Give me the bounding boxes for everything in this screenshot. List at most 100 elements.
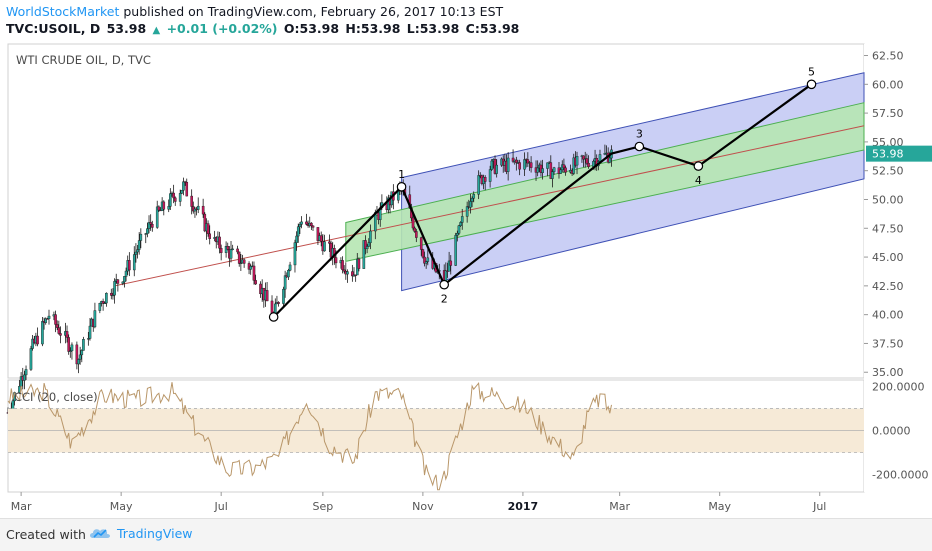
candle [123,276,126,288]
candle [36,327,39,347]
candle [55,320,59,331]
price-axis-bg [864,44,932,492]
candle [121,281,125,286]
wave-point [439,279,449,290]
candle [457,224,461,236]
candle [454,232,457,267]
candle [116,278,120,292]
inner-channel-area [345,102,865,263]
candle [490,158,494,171]
candle [151,220,154,232]
candle [80,349,84,363]
last-price-bg [866,145,932,162]
candle [101,298,105,311]
candle [541,159,544,180]
candle [105,292,108,307]
candle [229,241,233,263]
candle [341,256,344,274]
candle [98,302,102,314]
candle [587,155,590,169]
candle [226,242,230,251]
candle [342,265,346,274]
last-price-tag: 53.98 [866,145,932,162]
candle [495,159,498,178]
tradingview-cloud-icon [90,529,110,538]
cci-tick-label: 200.0000 [872,381,925,394]
wave-point [693,161,704,171]
candle [78,346,82,365]
candle [465,201,469,223]
candle [311,225,315,232]
candle [57,320,61,335]
author-link[interactable]: WorldStockMarket [6,4,120,19]
candle [206,220,210,237]
candle [449,255,453,275]
candle [456,230,459,242]
symbol-label: TVC:USOIL, D [6,21,101,36]
candle [249,264,252,275]
candle [111,288,115,300]
candle [562,158,566,173]
candle [24,365,28,380]
candle [319,231,323,247]
candle [511,149,515,164]
wave-label: 4 [695,174,702,187]
candle [59,326,62,344]
cci-tick-label: -200.0000 [872,468,928,481]
candle [295,231,298,251]
tradingview-brand-link[interactable]: TradingView [88,525,193,541]
candle [523,152,526,177]
candle [424,260,428,269]
price-tick-label: 52.50 [872,165,904,178]
candle [182,177,185,196]
candle [93,302,97,329]
candle [582,155,585,168]
triangle-up-icon: ▲ [152,25,161,36]
candle [29,345,33,371]
candle [47,309,51,325]
wave-point [268,312,279,322]
price-tick-label: 47.50 [872,222,904,235]
price-tick-label: 50.00 [872,193,904,206]
cci-line [7,381,612,491]
elliott-wave-points: 1 2 3 4 5 [268,65,817,322]
candle [423,251,426,267]
candle [323,234,326,252]
candle [364,235,367,255]
candle [236,245,239,255]
candle [529,156,533,173]
price-axis-ticks: 35.00 37.50 40.00 42.50 45.00 47.50 50.00 52.50… [864,50,904,379]
candle [178,189,182,207]
candle [231,244,234,251]
candle [518,159,521,176]
candle [137,232,141,255]
candle [552,166,556,175]
candle [201,198,205,218]
price-tick-label: 62.50 [872,50,904,63]
candle [298,221,302,234]
candle [54,310,57,333]
candle [128,252,131,277]
price-chart[interactable]: 1 2 3 4 5 35.00 37.50 40.00 42.50 45.00 47.50 50.0… [0,0,932,518]
candle [369,224,372,250]
cci-line-group [7,381,612,491]
candle [254,274,257,285]
cci-axis-ticks: 200.0000 0.0000 -200.0000 [872,381,928,482]
candle [354,274,357,282]
candle [147,215,151,234]
candle [559,167,562,175]
candle [219,244,223,261]
candle [415,228,418,243]
wave-label: 1 [398,168,405,181]
candle [305,213,308,226]
candle [113,278,116,304]
candle [277,301,280,307]
candle [526,152,530,167]
candle [167,199,171,213]
time-tick-label: Jul [214,500,228,513]
candle [88,318,92,341]
candle [149,214,152,231]
price-tick-label: 35.00 [872,366,904,379]
candle [218,231,221,254]
time-tick-label: Mar [609,500,630,513]
